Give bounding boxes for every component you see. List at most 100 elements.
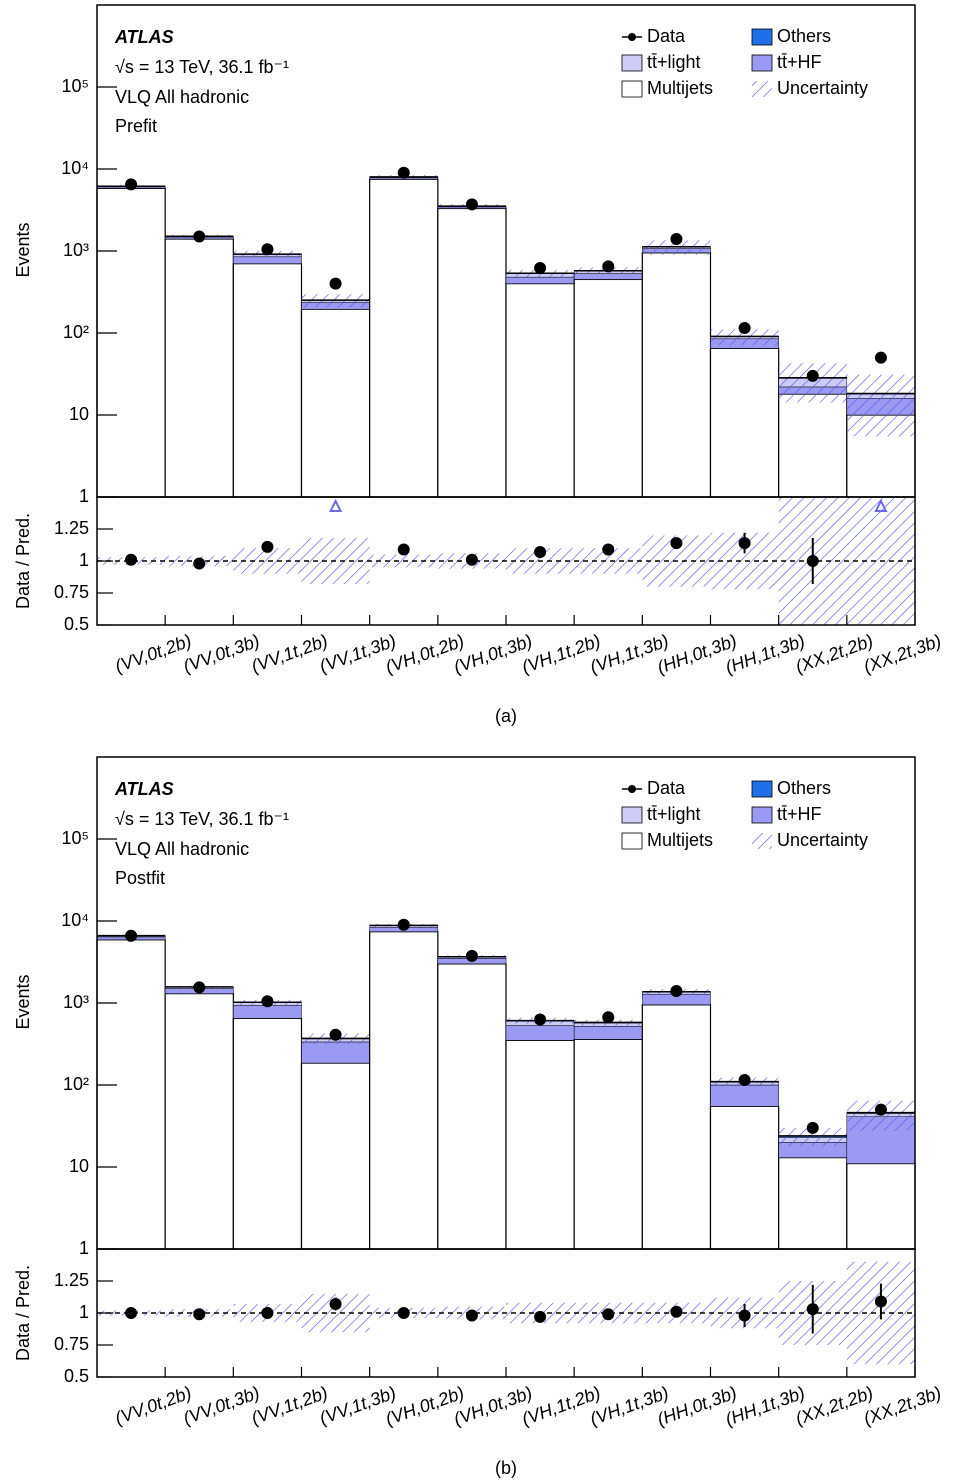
stack-segment [301, 1041, 370, 1064]
y-tick-label: 0.75 [54, 582, 89, 602]
data-point [602, 1308, 615, 1321]
data-point [874, 1103, 887, 1116]
data-point [602, 260, 615, 273]
data-point [329, 1028, 342, 1041]
x-tick-label: (VH,1t,2b) [519, 630, 603, 677]
stack-segment [846, 1163, 916, 1250]
y-tick-label: 10 [69, 1156, 89, 1176]
stack-segment [505, 276, 575, 284]
data-point [193, 230, 206, 243]
legend-data-marker [628, 785, 636, 793]
data-point [806, 1121, 819, 1134]
stack-segment [505, 283, 575, 498]
data-point [193, 981, 206, 994]
legend-data-marker [628, 33, 636, 41]
y-tick-label: 1 [79, 1238, 89, 1258]
data-point [261, 540, 274, 553]
stack-segment [573, 278, 643, 498]
stack-segment [96, 939, 166, 1250]
data-point [806, 369, 819, 382]
stack-segment [232, 1017, 303, 1250]
legend-label: Multijets [647, 78, 713, 98]
stage-label: Prefit [115, 116, 157, 136]
legend-label: Uncertainty [777, 78, 868, 98]
data-point [329, 1298, 342, 1311]
x-tick-label: (XX,2t,3b) [861, 630, 944, 677]
data-point [465, 949, 478, 962]
stack-segment [710, 1084, 779, 1107]
stack-segment [573, 1038, 643, 1250]
y-axis-label: Events [13, 222, 33, 277]
data-point [125, 178, 138, 191]
y-tick-label: 10³ [63, 240, 89, 260]
legend-swatch [751, 806, 773, 824]
y-tick-label: 10 [69, 404, 89, 424]
data-point [874, 351, 887, 364]
x-tick-label: (XX,2t,2b) [793, 1382, 876, 1429]
data-point [193, 1308, 206, 1321]
caption: (a) [495, 706, 517, 726]
legend-swatch [621, 806, 643, 824]
y-axis-label: Data / Pred. [13, 513, 33, 609]
y-tick-label: 1.25 [54, 1270, 89, 1290]
data-point [397, 543, 410, 556]
data-point [738, 537, 751, 550]
x-tick-label: (VH,0t,2b) [383, 630, 467, 677]
x-tick-label: (HH,1t,3b) [723, 630, 808, 677]
legend-swatch [752, 81, 772, 97]
data-point [806, 555, 819, 567]
legend-swatch [751, 28, 773, 46]
x-tick-label: (HH,1t,3b) [723, 1382, 808, 1429]
x-tick-label: (VH,0t,3b) [451, 630, 535, 677]
stack-segment [437, 963, 507, 1250]
stack-segment [233, 1005, 302, 1019]
legend-swatch [751, 780, 773, 798]
uncertainty-band [846, 374, 915, 437]
legend-label: Uncertainty [777, 830, 868, 850]
stack-segment [164, 238, 234, 498]
x-tick-label: (XX,2t,3b) [861, 1382, 944, 1429]
stack-segment [709, 1105, 780, 1250]
stack-segment [164, 993, 234, 1250]
y-tick-label: 1 [79, 1302, 89, 1322]
stack-segment [369, 178, 439, 498]
y-tick-label: 10⁵ [62, 76, 89, 96]
y-tick-label: 10² [63, 1074, 89, 1094]
data-point [397, 1307, 410, 1319]
y-tick-label: 1 [79, 550, 89, 570]
legend-swatch [751, 54, 773, 72]
stack-segment [573, 273, 643, 280]
data-point [534, 262, 547, 275]
x-tick-label: (XX,2t,2b) [793, 630, 876, 677]
uncertainty-band [778, 1127, 847, 1147]
data-point [329, 277, 342, 290]
data-point [261, 243, 274, 256]
data-point [465, 553, 478, 566]
legend-swatch [621, 832, 643, 850]
stack-segment [778, 393, 848, 498]
data-point [125, 553, 138, 566]
y-tick-label: 10⁴ [61, 158, 89, 178]
legend-swatch [752, 833, 772, 849]
data-point [670, 537, 683, 550]
data-point [670, 233, 683, 246]
x-tick-label: (VH,1t,2b) [519, 1382, 603, 1429]
x-tick-label: (VH,0t,3b) [451, 1382, 535, 1429]
data-point [670, 1305, 683, 1318]
data-point [261, 1307, 274, 1319]
data-point [602, 1011, 615, 1024]
energy-label: √s = 13 TeV, 36.1 fb⁻¹ [115, 57, 289, 77]
experiment-label: ATLAS [114, 779, 174, 799]
energy-label: √s = 13 TeV, 36.1 fb⁻¹ [115, 809, 289, 829]
x-tick-label: (VV,0t,2b) [112, 630, 194, 676]
y-tick-label: 1.25 [54, 518, 89, 538]
y-axis-label: Events [13, 974, 33, 1029]
caption: (b) [495, 1458, 517, 1478]
legend-label: Others [777, 26, 831, 46]
data-point [874, 1295, 887, 1308]
legend-label: tt̄+light [647, 52, 701, 72]
legend-label: tt̄+HF [777, 52, 822, 72]
data-point [534, 1013, 547, 1026]
stack-segment [232, 263, 303, 498]
